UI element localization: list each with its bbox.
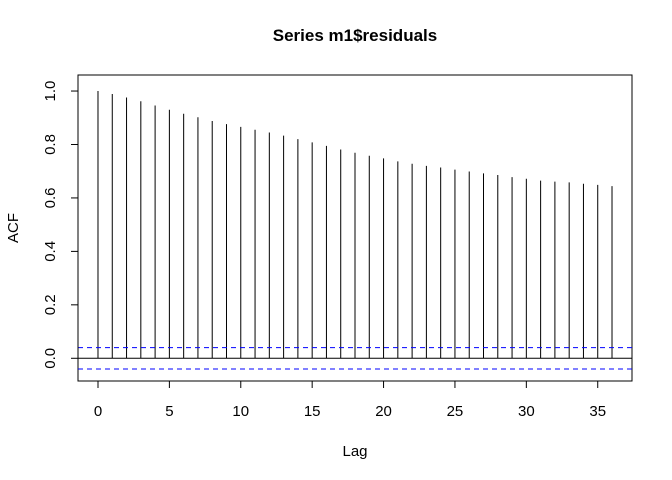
- x-tick-label-20: 20: [375, 403, 392, 420]
- x-tick-label-5: 5: [165, 403, 173, 420]
- y-axis: 0.0 0.2 0.4 0.6 0.8 1.0: [42, 81, 79, 369]
- x-axis-label: Lag: [342, 443, 367, 460]
- x-tick-label-30: 30: [518, 403, 535, 420]
- reference-lines: [78, 347, 632, 370]
- x-tick-label-15: 15: [304, 403, 321, 420]
- x-tick-label-0: 0: [94, 403, 102, 420]
- x-axis: 0 5 10 15 20 25 30 35: [94, 380, 606, 420]
- acf-bars: [97, 91, 613, 359]
- y-tick-label-0.2: 0.2: [42, 294, 59, 315]
- chart-title: Series m1$residuals: [273, 26, 437, 45]
- x-tick-label-35: 35: [589, 403, 606, 420]
- y-tick-label-0.6: 0.6: [42, 188, 59, 209]
- y-tick-label-0.8: 0.8: [42, 134, 59, 155]
- y-axis-label: ACF: [5, 213, 22, 243]
- y-tick-label-1: 1.0: [42, 81, 59, 102]
- y-tick-label-0: 0.0: [42, 348, 59, 369]
- x-tick-label-10: 10: [232, 403, 249, 420]
- x-tick-label-25: 25: [447, 403, 464, 420]
- y-tick-label-0.4: 0.4: [42, 241, 59, 262]
